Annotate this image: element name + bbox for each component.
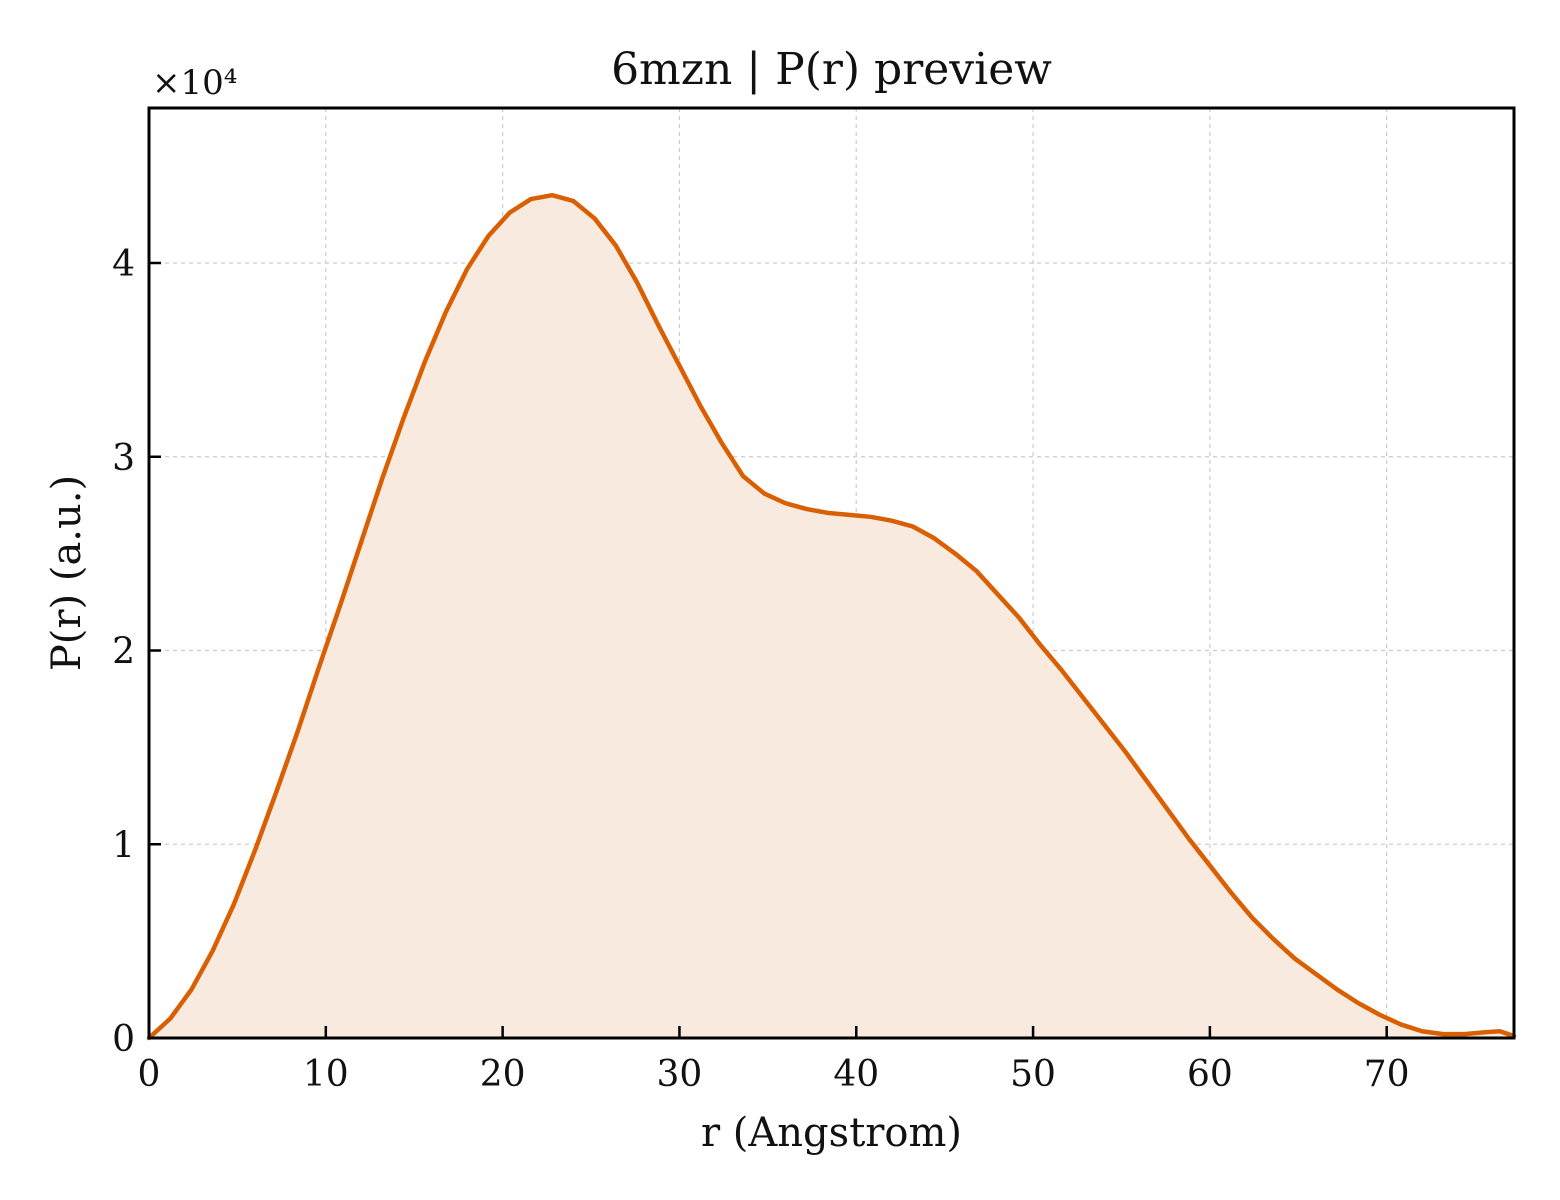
x-tick-label: 50 (1010, 1054, 1056, 1095)
y-offset-multiplier: ×10⁴ (152, 63, 237, 103)
x-tick-label: 0 (138, 1054, 161, 1095)
x-axis-title: r (Angstrom) (701, 1110, 962, 1156)
y-tick-label: 4 (112, 244, 135, 285)
axis-ticks: 0 10 20 30 40 50 60 70 0 1 2 3 4 (112, 244, 1410, 1095)
plot-area-frame (147, 106, 1516, 1040)
y-tick-label: 1 (112, 825, 135, 866)
pr-curve-line (146, 192, 1517, 1041)
x-tick-label: 30 (657, 1054, 703, 1095)
chart-title: 6mzn | P(r) preview (611, 44, 1052, 95)
x-tick-label: 70 (1364, 1054, 1410, 1095)
y-tick-label: 2 (112, 632, 135, 673)
pr-area-fill (149, 195, 1514, 1038)
x-tick-label: 20 (480, 1054, 526, 1095)
x-tick-label: 10 (303, 1054, 349, 1095)
data-series (146, 192, 1517, 1041)
x-tick-label: 40 (833, 1054, 879, 1095)
x-tick-label: 60 (1187, 1054, 1233, 1095)
y-tick-label: 3 (112, 438, 135, 479)
y-axis-title: P(r) (a.u.) (44, 475, 90, 671)
y-tick-label: 0 (112, 1019, 135, 1060)
